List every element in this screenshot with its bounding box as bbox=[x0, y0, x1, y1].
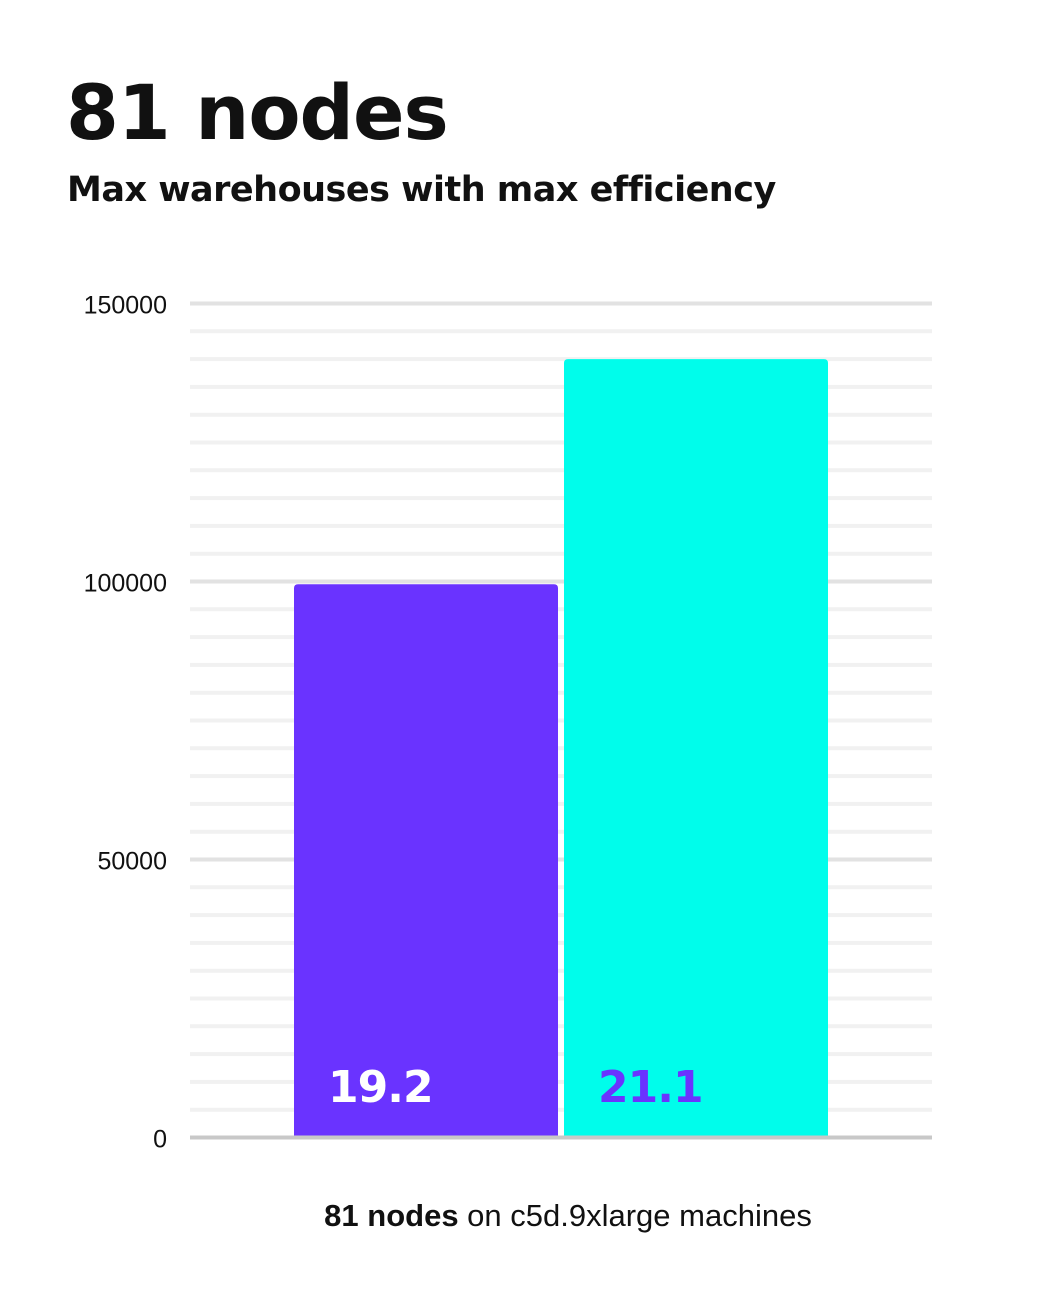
bar bbox=[294, 584, 558, 1136]
y-tick-label: 0 bbox=[153, 1126, 167, 1154]
bar bbox=[564, 359, 828, 1136]
y-tick-label: 50000 bbox=[97, 848, 167, 876]
y-tick-label: 150000 bbox=[84, 292, 167, 320]
x-axis-label: 81 nodes on c5d.9xlarge machines bbox=[0, 1198, 1042, 1234]
x-axis-label-bold: 81 nodes bbox=[324, 1198, 459, 1233]
chart-title: 81 nodes bbox=[66, 68, 449, 157]
chart-subtitle: Max warehouses with max efficiency bbox=[67, 170, 776, 210]
bar-data-label: 21.1 bbox=[598, 1062, 703, 1113]
x-axis-label-rest: on c5d.9xlarge machines bbox=[458, 1198, 812, 1233]
bar-data-label: 19.2 bbox=[328, 1062, 433, 1113]
y-tick-label: 100000 bbox=[84, 570, 167, 598]
